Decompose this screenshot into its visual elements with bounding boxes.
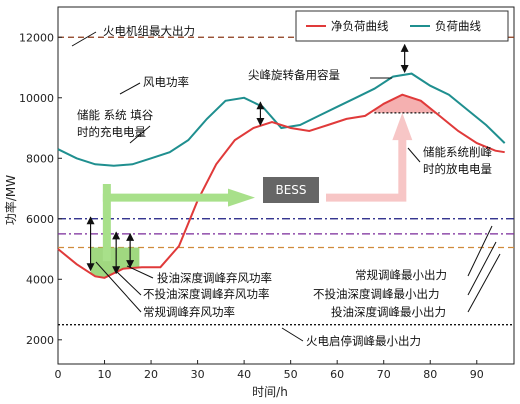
charge-arrow-shaft — [102, 183, 111, 262]
anno-conventional-min: 常规调峰最小出力 — [355, 268, 447, 282]
x-tick-label: 60 — [330, 368, 344, 381]
y-tick-label: 10000 — [19, 92, 54, 105]
anno-startstop-min: 火电启停调峰最小出力 — [306, 334, 421, 348]
y-tick-label: 2000 — [26, 334, 54, 347]
anno-max-output: 火电机组最大出力 — [103, 24, 195, 38]
leader-no-oil-min — [467, 241, 497, 296]
leader-no-oil-curtail — [114, 269, 142, 296]
anno-storage-charge-line2: 时的充电电量 — [77, 125, 146, 139]
leader-storage-charge — [129, 125, 151, 144]
anno-oil-deep-curtail: 投油深度调峰弃风功率 — [157, 271, 272, 285]
x-tick-label: 50 — [284, 368, 298, 381]
x-tick-label: 20 — [144, 368, 158, 381]
x-tick-label: 10 — [98, 368, 112, 381]
y-tick-label: 12000 — [19, 31, 54, 44]
anno-oil-min: 投油深度调峰最小出力 — [331, 305, 446, 319]
x-tick-label: 70 — [377, 368, 391, 381]
legend-load-label: 负荷曲线 — [435, 19, 481, 33]
y-tick-label: 8000 — [26, 152, 54, 165]
leader-startstop-min — [281, 327, 304, 342]
anno-storage-discharge-line1: 储能系统削峰 — [423, 145, 492, 159]
leader-storage-discharge — [407, 147, 421, 163]
series-line-load — [57, 72, 506, 167]
anno-no-oil-deep-curtail: 不投油深度调峰弃风功率 — [143, 287, 270, 301]
discharge-arrow — [326, 112, 413, 202]
x-tick-label: 40 — [237, 368, 251, 381]
bess-box: BESS — [263, 177, 319, 203]
charge-arrow-head — [102, 188, 255, 207]
plot-frame — [57, 6, 515, 365]
x-tick-label: 90 — [470, 368, 484, 381]
bess-box-rect — [263, 177, 319, 203]
y-tick-label: 4000 — [26, 273, 54, 286]
anno-no-oil-min: 不投油深度调峰最小出力 — [313, 287, 440, 301]
peak-fill-area — [374, 94, 435, 113]
anno-storage-charge-line1: 储能 系统 填谷 — [77, 108, 154, 122]
leader-oil-min — [467, 253, 501, 313]
y-axis-label: 功率/MW — [3, 175, 18, 225]
anno-storage-discharge-line2: 时的放电电量 — [423, 162, 492, 176]
legend-box — [295, 10, 509, 42]
leader-conventional-curtail — [95, 261, 142, 313]
leader-wind-power — [119, 82, 141, 95]
anno-conventional-curtail: 常规调峰弃风功率 — [143, 305, 235, 319]
leader-max-output — [71, 31, 97, 47]
x-tick-label: 0 — [55, 368, 62, 381]
x-tick-label: 80 — [423, 368, 437, 381]
anno-spike-reserve: 尖峰旋转备用容量 — [248, 68, 340, 82]
legend-net-load-label: 净负荷曲线 — [331, 19, 389, 33]
anno-wind-power: 风电功率 — [143, 75, 189, 89]
bess-box-label: BESS — [275, 183, 306, 197]
leader-conventional-min — [467, 225, 493, 277]
legend: 净负荷曲线 负荷曲线 — [295, 10, 509, 42]
y-tick-label: 6000 — [26, 213, 54, 226]
x-tick-label: 30 — [191, 368, 205, 381]
series-line-net-load — [57, 93, 505, 279]
x-axis-label: 时间/h — [252, 385, 288, 399]
